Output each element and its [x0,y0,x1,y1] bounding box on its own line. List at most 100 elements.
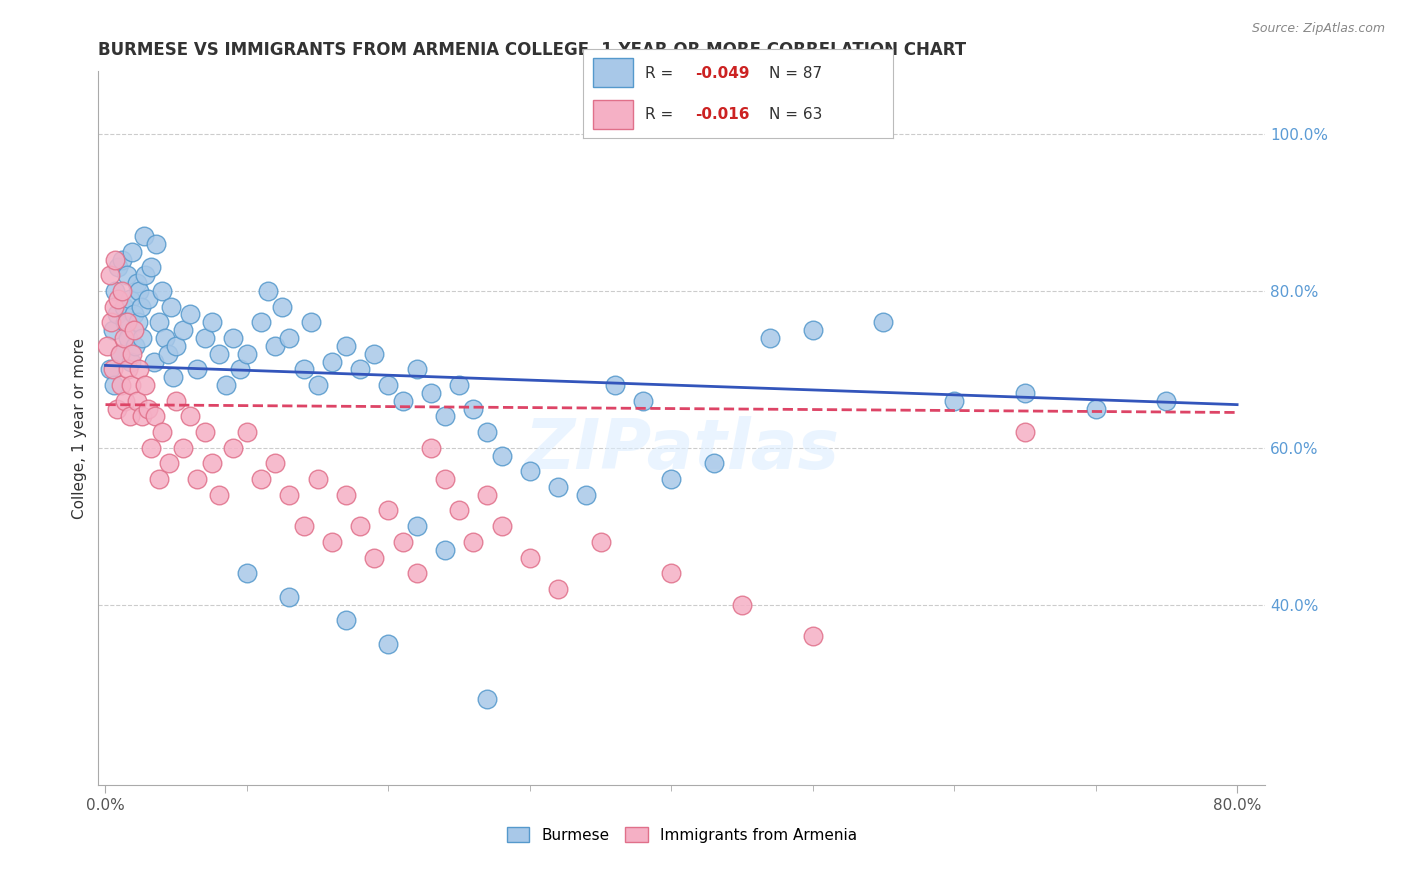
Point [115,268,138,283]
Point [120,354,142,368]
Point [104,252,127,267]
Text: BURMESE VS IMMIGRANTS FROM ARMENIA COLLEGE, 1 YEAR OR MORE CORRELATION CHART: BURMESE VS IMMIGRANTS FROM ARMENIA COLLE… [98,41,966,59]
Point [114,315,136,329]
Point [148,315,170,329]
Point [112,331,135,345]
Point [449,378,471,392]
Point [491,449,513,463]
Point [229,362,252,376]
Point [136,401,159,416]
Text: -0.049: -0.049 [695,66,749,80]
Point [477,691,499,706]
Point [200,315,222,329]
Point [114,393,136,408]
Point [433,542,456,557]
Text: R =: R = [645,66,679,80]
Point [117,331,139,345]
Point [547,480,569,494]
Point [104,284,127,298]
Point [100,315,122,329]
Point [405,519,427,533]
Point [143,409,166,424]
Point [603,378,626,392]
Point [186,362,208,376]
Point [124,339,146,353]
Point [128,362,150,376]
Point [115,315,138,329]
Point [801,629,824,643]
Point [117,362,139,376]
Point [278,331,301,345]
Text: -0.016: -0.016 [695,107,749,121]
Point [96,339,118,353]
Point [156,346,179,360]
Point [278,590,301,604]
Point [128,284,150,298]
Point [111,284,134,298]
Point [363,550,385,565]
Point [519,464,541,478]
Point [731,598,754,612]
Point [122,323,145,337]
Point [159,300,181,314]
Point [107,292,129,306]
Point [433,472,456,486]
Point [101,362,124,376]
Point [98,362,121,376]
Point [264,457,287,471]
Point [153,331,176,345]
Point [105,401,128,416]
Point [433,409,456,424]
Point [127,315,149,329]
Point [208,488,231,502]
Point [172,323,194,337]
Point [108,346,131,360]
Point [208,346,231,360]
Text: ZIPatlas: ZIPatlas [524,416,839,483]
Point [405,566,427,581]
Point [103,300,125,314]
Point [335,488,357,502]
Point [131,331,153,345]
Point [1084,401,1107,416]
Point [98,268,121,283]
Point [139,260,162,275]
Point [491,519,513,533]
Point [193,425,215,439]
Point [129,300,152,314]
Point [162,370,184,384]
Point [419,441,441,455]
Point [659,472,682,486]
Point [271,300,294,314]
Point [134,378,156,392]
Point [463,534,485,549]
Point [121,346,143,360]
Point [659,566,682,581]
Point [236,346,259,360]
Point [335,339,357,353]
Point [250,472,273,486]
Point [222,441,245,455]
Point [299,315,322,329]
Point [139,441,162,455]
Point [321,534,343,549]
Point [105,308,128,322]
Point [477,425,499,439]
Text: R =: R = [645,107,679,121]
Point [108,346,131,360]
Point [463,401,485,416]
Point [703,457,725,471]
Point [131,409,153,424]
Point [122,308,145,322]
Point [631,393,654,408]
Text: Source: ZipAtlas.com: Source: ZipAtlas.com [1251,22,1385,36]
Point [236,566,259,581]
Point [589,534,612,549]
Point [278,488,301,502]
Point [148,472,170,486]
Point [107,260,129,275]
Point [349,362,371,376]
Point [121,244,143,259]
Point [519,550,541,565]
Point [257,284,280,298]
